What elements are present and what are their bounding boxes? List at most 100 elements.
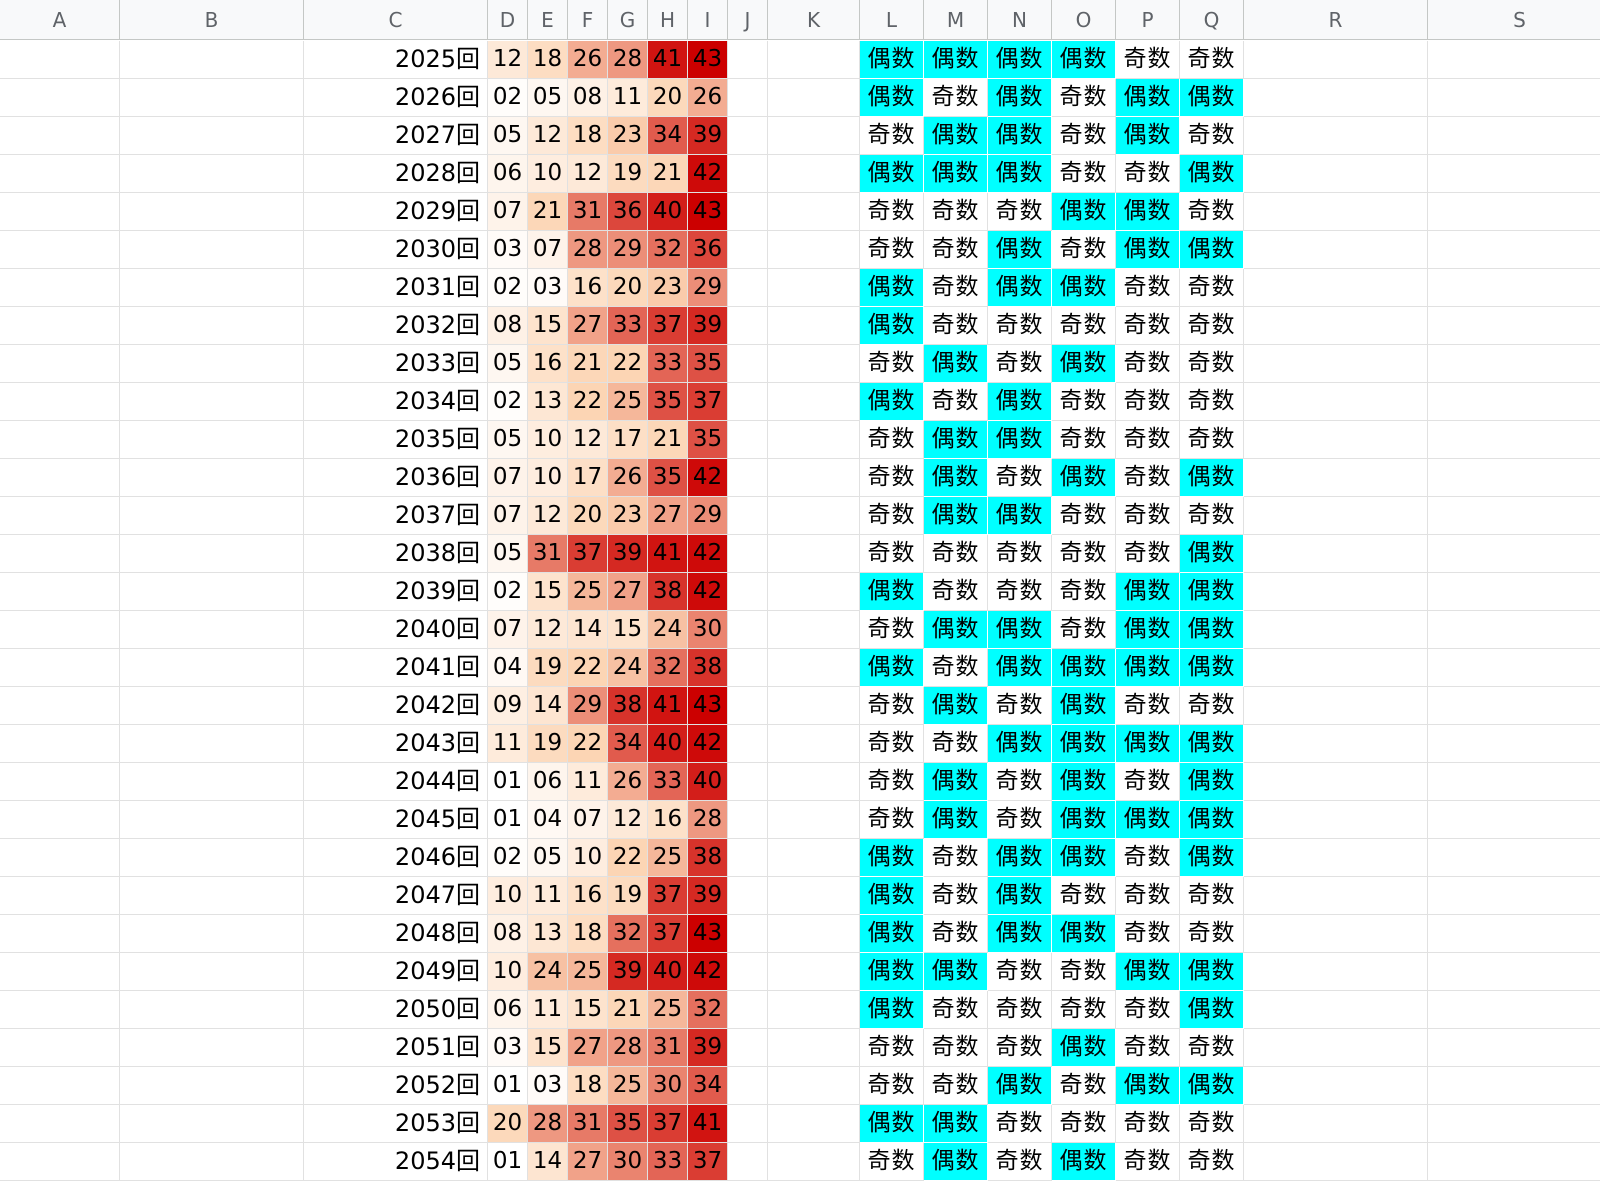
parity-cell-l[interactable]: 偶数 <box>860 649 924 687</box>
number-cell-e[interactable]: 15 <box>528 573 568 611</box>
parity-cell-l[interactable]: 偶数 <box>860 953 924 991</box>
column-header-b[interactable]: B <box>120 0 304 40</box>
parity-cell-n[interactable]: 奇数 <box>988 345 1052 383</box>
column-header-n[interactable]: N <box>988 0 1052 40</box>
number-cell-i[interactable]: 29 <box>688 269 728 307</box>
empty-cell-r[interactable] <box>1244 611 1428 649</box>
parity-cell-n[interactable]: 奇数 <box>988 687 1052 725</box>
empty-cell-k[interactable] <box>768 535 860 573</box>
empty-cell-s[interactable] <box>1428 877 1600 915</box>
empty-cell-j[interactable] <box>728 535 768 573</box>
number-cell-e[interactable]: 24 <box>528 953 568 991</box>
parity-cell-p[interactable]: 偶数 <box>1116 611 1180 649</box>
number-cell-e[interactable]: 03 <box>528 1067 568 1105</box>
parity-cell-n[interactable]: 奇数 <box>988 953 1052 991</box>
number-cell-e[interactable]: 31 <box>528 535 568 573</box>
empty-cell-b[interactable] <box>120 801 304 839</box>
empty-cell-b[interactable] <box>120 991 304 1029</box>
number-cell-i[interactable]: 43 <box>688 915 728 953</box>
empty-cell-r[interactable] <box>1244 307 1428 345</box>
empty-cell-j[interactable] <box>728 1105 768 1143</box>
parity-cell-q[interactable]: 奇数 <box>1180 1105 1244 1143</box>
parity-cell-o[interactable]: 偶数 <box>1052 1143 1116 1181</box>
column-header-d[interactable]: D <box>488 0 528 40</box>
parity-cell-p[interactable]: 偶数 <box>1116 193 1180 231</box>
parity-cell-o[interactable]: 偶数 <box>1052 763 1116 801</box>
parity-cell-l[interactable]: 奇数 <box>860 117 924 155</box>
round-cell[interactable]: 2038回 <box>304 535 488 573</box>
round-cell[interactable]: 2045回 <box>304 801 488 839</box>
empty-cell-b[interactable] <box>120 649 304 687</box>
empty-cell-r[interactable] <box>1244 839 1428 877</box>
empty-cell-b[interactable] <box>120 497 304 535</box>
parity-cell-l[interactable]: 奇数 <box>860 763 924 801</box>
parity-cell-q[interactable]: 奇数 <box>1180 421 1244 459</box>
number-cell-d[interactable]: 02 <box>488 839 528 877</box>
number-cell-e[interactable]: 07 <box>528 231 568 269</box>
parity-cell-n[interactable]: 奇数 <box>988 1029 1052 1067</box>
parity-cell-q[interactable]: 偶数 <box>1180 649 1244 687</box>
number-cell-h[interactable]: 40 <box>648 953 688 991</box>
number-cell-d[interactable]: 02 <box>488 383 528 421</box>
round-cell[interactable]: 2035回 <box>304 421 488 459</box>
column-header-s[interactable]: S <box>1428 0 1600 40</box>
number-cell-d[interactable]: 05 <box>488 345 528 383</box>
round-cell[interactable]: 2037回 <box>304 497 488 535</box>
parity-cell-m[interactable]: 偶数 <box>924 345 988 383</box>
number-cell-f[interactable]: 28 <box>568 231 608 269</box>
parity-cell-n[interactable]: 偶数 <box>988 497 1052 535</box>
round-cell[interactable]: 2046回 <box>304 839 488 877</box>
parity-cell-n[interactable]: 偶数 <box>988 1067 1052 1105</box>
number-cell-f[interactable]: 20 <box>568 497 608 535</box>
empty-cell-s[interactable] <box>1428 497 1600 535</box>
parity-cell-q[interactable]: 偶数 <box>1180 155 1244 193</box>
empty-cell-j[interactable] <box>728 687 768 725</box>
empty-cell-j[interactable] <box>728 79 768 117</box>
empty-cell-r[interactable] <box>1244 573 1428 611</box>
number-cell-f[interactable]: 21 <box>568 345 608 383</box>
parity-cell-m[interactable]: 偶数 <box>924 155 988 193</box>
number-cell-f[interactable]: 18 <box>568 117 608 155</box>
parity-cell-p[interactable]: 偶数 <box>1116 1067 1180 1105</box>
parity-cell-l[interactable]: 偶数 <box>860 79 924 117</box>
parity-cell-m[interactable]: 奇数 <box>924 307 988 345</box>
parity-cell-q[interactable]: 偶数 <box>1180 535 1244 573</box>
number-cell-f[interactable]: 16 <box>568 269 608 307</box>
number-cell-h[interactable]: 30 <box>648 1067 688 1105</box>
round-cell[interactable]: 2053回 <box>304 1105 488 1143</box>
parity-cell-l[interactable]: 偶数 <box>860 991 924 1029</box>
empty-cell-a[interactable] <box>0 345 120 383</box>
parity-cell-o[interactable]: 奇数 <box>1052 79 1116 117</box>
number-cell-h[interactable]: 31 <box>648 1029 688 1067</box>
number-cell-e[interactable]: 06 <box>528 763 568 801</box>
number-cell-i[interactable]: 40 <box>688 763 728 801</box>
parity-cell-o[interactable]: 偶数 <box>1052 915 1116 953</box>
number-cell-h[interactable]: 23 <box>648 269 688 307</box>
parity-cell-q[interactable]: 奇数 <box>1180 1143 1244 1181</box>
parity-cell-n[interactable]: 偶数 <box>988 649 1052 687</box>
empty-cell-k[interactable] <box>768 269 860 307</box>
empty-cell-k[interactable] <box>768 1143 860 1181</box>
empty-cell-s[interactable] <box>1428 269 1600 307</box>
parity-cell-o[interactable]: 偶数 <box>1052 649 1116 687</box>
parity-cell-l[interactable]: 奇数 <box>860 611 924 649</box>
number-cell-e[interactable]: 16 <box>528 345 568 383</box>
empty-cell-j[interactable] <box>728 269 768 307</box>
parity-cell-q[interactable]: 偶数 <box>1180 79 1244 117</box>
parity-cell-m[interactable]: 偶数 <box>924 801 988 839</box>
round-cell[interactable]: 2028回 <box>304 155 488 193</box>
empty-cell-b[interactable] <box>120 307 304 345</box>
empty-cell-j[interactable] <box>728 117 768 155</box>
parity-cell-p[interactable]: 奇数 <box>1116 1105 1180 1143</box>
number-cell-d[interactable]: 07 <box>488 611 528 649</box>
parity-cell-l[interactable]: 奇数 <box>860 497 924 535</box>
parity-cell-p[interactable]: 偶数 <box>1116 79 1180 117</box>
parity-cell-n[interactable]: 偶数 <box>988 915 1052 953</box>
empty-cell-s[interactable] <box>1428 1105 1600 1143</box>
number-cell-f[interactable]: 22 <box>568 725 608 763</box>
parity-cell-q[interactable]: 奇数 <box>1180 383 1244 421</box>
number-cell-f[interactable]: 14 <box>568 611 608 649</box>
parity-cell-p[interactable]: 奇数 <box>1116 421 1180 459</box>
parity-cell-o[interactable]: 奇数 <box>1052 231 1116 269</box>
empty-cell-b[interactable] <box>120 155 304 193</box>
